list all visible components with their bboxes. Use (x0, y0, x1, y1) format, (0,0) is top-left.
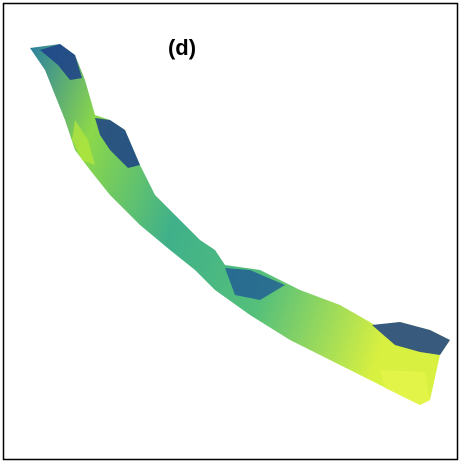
deep-zone (40, 44, 82, 80)
shallow-zone (380, 370, 430, 405)
deep-zone (95, 118, 140, 168)
panel-label: (d) (168, 35, 196, 60)
deep-zone (225, 268, 285, 300)
region-map (30, 44, 450, 405)
deep-zone (372, 322, 450, 355)
shallow-zone (72, 120, 95, 165)
